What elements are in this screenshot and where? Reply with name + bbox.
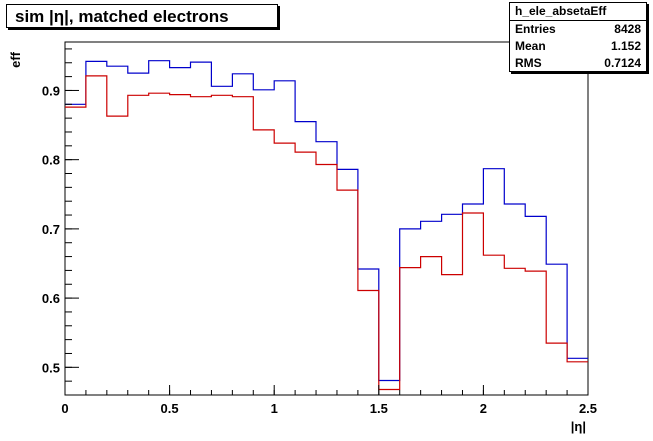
x-tick-label: 2.5: [579, 401, 597, 416]
stats-title: h_ele_absetaEff: [510, 3, 646, 21]
y-tick-label: 0.9: [42, 83, 60, 98]
x-tick-label: 0: [61, 401, 68, 416]
chart-title: sim |η|, matched electrons: [15, 7, 229, 26]
x-tick-label: 2: [480, 401, 487, 416]
stats-mean-value: 1.152: [610, 39, 641, 53]
y-tick-label: 0.7: [42, 222, 60, 237]
stats-rms-value: 0.7124: [604, 56, 641, 70]
y-tick-label: 0.6: [42, 291, 60, 306]
x-axis-label: |η|: [571, 419, 586, 434]
stats-row-mean: Mean 1.152: [510, 38, 646, 55]
series-line-0: [65, 60, 588, 382]
stats-box: h_ele_absetaEff Entries 8428 Mean 1.152 …: [509, 2, 647, 72]
y-tick-label: 0.5: [42, 360, 60, 375]
x-tick-label: 1.5: [370, 401, 388, 416]
x-tick-label: 0.5: [161, 401, 179, 416]
y-tick-label: 0.8: [42, 153, 60, 168]
stats-entries-value: 8428: [614, 22, 641, 36]
stats-mean-label: Mean: [515, 39, 546, 53]
series-line-1: [65, 75, 588, 391]
stats-entries-label: Entries: [515, 22, 556, 36]
axis-layer: 0 0.5 1 1.5 2 2.5 0.5 0.6 0.7 0.8 0.9: [42, 48, 597, 416]
stats-row-entries: Entries 8428: [510, 21, 646, 38]
chart-title-box: sim |η|, matched electrons: [6, 4, 278, 28]
stats-rms-label: RMS: [515, 56, 542, 70]
plot-frame: [64, 41, 589, 396]
x-tick-label: 1: [271, 401, 278, 416]
series-layer: [65, 60, 588, 391]
stats-row-rms: RMS 0.7124: [510, 55, 646, 72]
y-axis-label: eff: [8, 51, 23, 68]
